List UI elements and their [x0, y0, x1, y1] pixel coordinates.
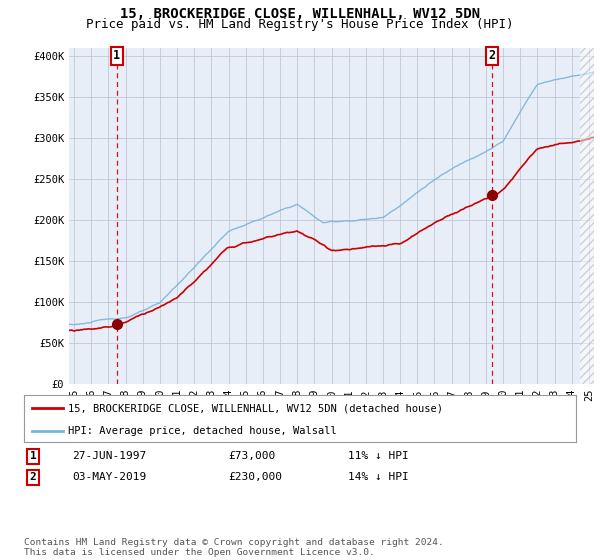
Text: 2: 2: [29, 472, 37, 482]
Text: 1: 1: [113, 49, 121, 62]
Bar: [580, 48, 594, 384]
Text: 15, BROCKERIDGE CLOSE, WILLENHALL, WV12 5DN (detached house): 15, BROCKERIDGE CLOSE, WILLENHALL, WV12 …: [68, 403, 443, 413]
Text: £230,000: £230,000: [228, 472, 282, 482]
Text: 1: 1: [29, 451, 37, 461]
Text: 15, BROCKERIDGE CLOSE, WILLENHALL, WV12 5DN: 15, BROCKERIDGE CLOSE, WILLENHALL, WV12 …: [120, 7, 480, 21]
Text: £73,000: £73,000: [228, 451, 275, 461]
Text: 14% ↓ HPI: 14% ↓ HPI: [348, 472, 409, 482]
Text: 03-MAY-2019: 03-MAY-2019: [72, 472, 146, 482]
Text: HPI: Average price, detached house, Walsall: HPI: Average price, detached house, Wals…: [68, 426, 337, 436]
Text: Contains HM Land Registry data © Crown copyright and database right 2024.
This d: Contains HM Land Registry data © Crown c…: [24, 538, 444, 557]
Text: 11% ↓ HPI: 11% ↓ HPI: [348, 451, 409, 461]
Text: Price paid vs. HM Land Registry's House Price Index (HPI): Price paid vs. HM Land Registry's House …: [86, 18, 514, 31]
Text: 27-JUN-1997: 27-JUN-1997: [72, 451, 146, 461]
Text: 2: 2: [488, 49, 496, 62]
